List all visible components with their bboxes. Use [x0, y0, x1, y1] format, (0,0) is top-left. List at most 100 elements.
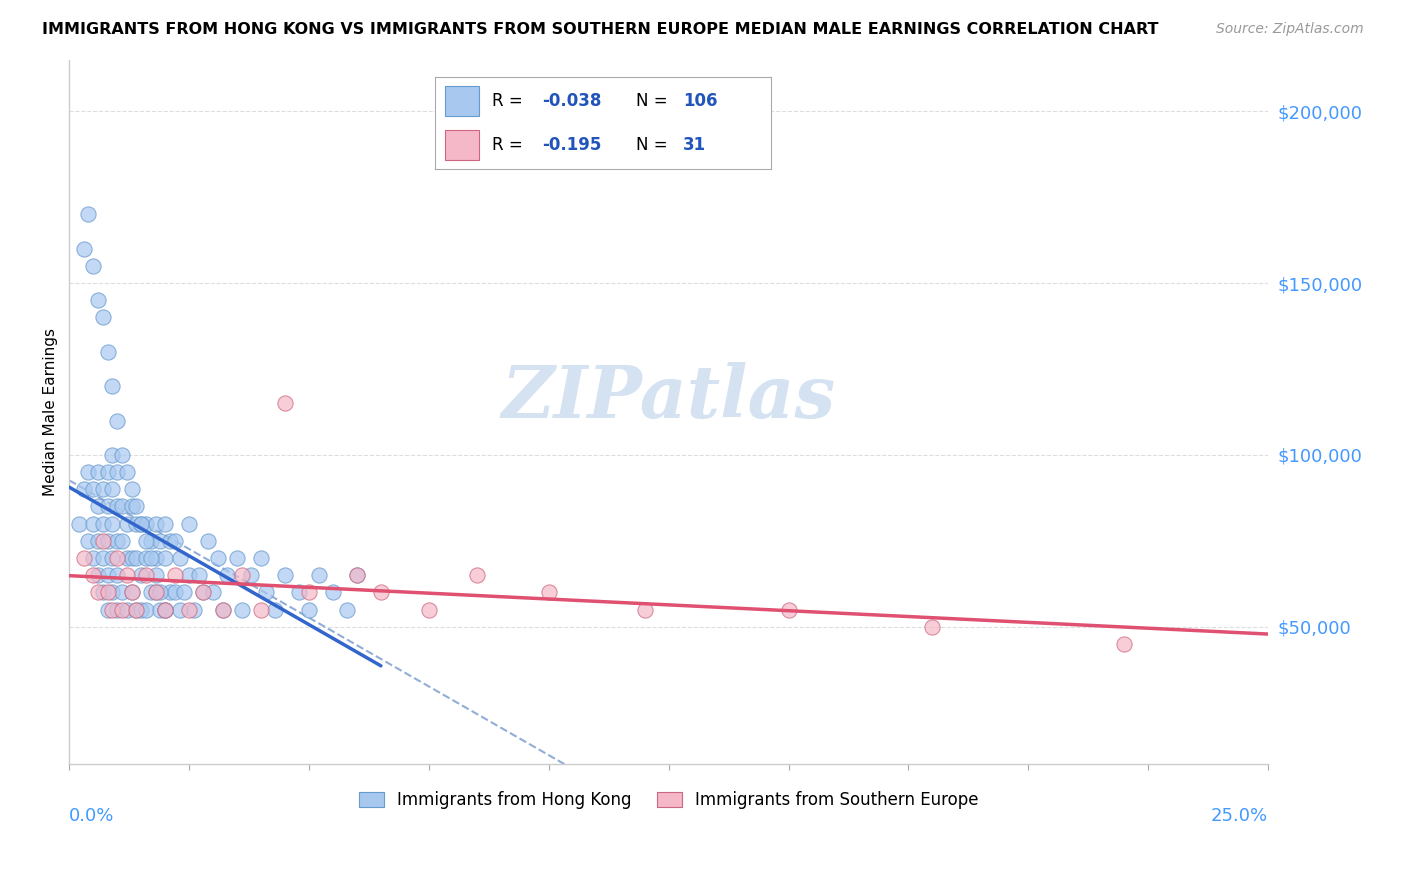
Point [82, 516, 104, 531]
Point [217, 568, 239, 582]
Point [153, 602, 176, 616]
Point [240, 568, 263, 582]
Point [197, 533, 219, 548]
Point [125, 602, 148, 616]
Point [231, 602, 253, 616]
Point [97, 500, 120, 514]
Point [135, 602, 157, 616]
Point [135, 533, 157, 548]
Point [135, 516, 157, 531]
Point [97, 602, 120, 616]
Point [105, 568, 128, 582]
Point [87, 585, 110, 599]
Point [336, 602, 359, 616]
Point [129, 516, 152, 531]
Point [97, 568, 120, 582]
Point [778, 602, 800, 616]
Legend: Immigrants from Hong Kong, Immigrants from Southern Europe: Immigrants from Hong Kong, Immigrants fr… [352, 784, 986, 816]
Point [105, 413, 128, 427]
Point [921, 620, 943, 634]
Y-axis label: Median Male Earnings: Median Male Earnings [44, 328, 58, 496]
Point [115, 602, 138, 616]
Point [105, 500, 128, 514]
Point [97, 465, 120, 479]
Point [87, 533, 110, 548]
Point [346, 568, 368, 582]
Text: 0.0%: 0.0% [69, 806, 115, 824]
Point [159, 585, 181, 599]
Point [169, 602, 191, 616]
Point [145, 585, 167, 599]
Point [231, 568, 253, 582]
Text: Source: ZipAtlas.com: Source: ZipAtlas.com [1216, 22, 1364, 37]
Point [139, 585, 162, 599]
Point [202, 585, 225, 599]
Point [87, 568, 110, 582]
Point [91, 483, 114, 497]
Point [101, 602, 124, 616]
Point [298, 585, 321, 599]
Point [139, 551, 162, 566]
Point [149, 602, 172, 616]
Point [111, 585, 134, 599]
Point [105, 551, 128, 566]
Point [67, 516, 90, 531]
Point [77, 465, 100, 479]
Point [91, 551, 114, 566]
Point [111, 602, 134, 616]
Point [418, 602, 440, 616]
Point [129, 516, 152, 531]
Point [115, 465, 138, 479]
Point [153, 551, 176, 566]
Point [145, 551, 167, 566]
Point [72, 551, 94, 566]
Point [105, 602, 128, 616]
Point [193, 585, 215, 599]
Point [82, 259, 104, 273]
Point [179, 602, 201, 616]
Point [91, 516, 114, 531]
Point [115, 516, 138, 531]
Point [254, 585, 277, 599]
Point [193, 585, 215, 599]
Text: IMMIGRANTS FROM HONG KONG VS IMMIGRANTS FROM SOUTHERN EUROPE MEDIAN MALE EARNING: IMMIGRANTS FROM HONG KONG VS IMMIGRANTS … [42, 22, 1159, 37]
Point [115, 568, 138, 582]
Point [121, 483, 143, 497]
Point [163, 533, 186, 548]
Point [149, 533, 172, 548]
Point [153, 602, 176, 616]
Point [274, 396, 297, 410]
Point [145, 516, 167, 531]
Point [226, 551, 249, 566]
Point [87, 500, 110, 514]
Point [121, 500, 143, 514]
Point [101, 448, 124, 462]
Point [211, 602, 233, 616]
Point [125, 602, 148, 616]
Point [135, 568, 157, 582]
Point [163, 568, 186, 582]
Point [211, 602, 233, 616]
Point [97, 533, 120, 548]
Point [322, 585, 344, 599]
Point [298, 602, 321, 616]
Point [101, 551, 124, 566]
Point [111, 448, 134, 462]
Point [72, 242, 94, 256]
Point [173, 585, 195, 599]
Point [101, 585, 124, 599]
Point [101, 483, 124, 497]
Point [91, 585, 114, 599]
Point [179, 516, 201, 531]
Point [250, 602, 273, 616]
Point [1114, 637, 1136, 651]
Point [77, 207, 100, 221]
Point [97, 344, 120, 359]
Point [465, 568, 488, 582]
Point [129, 602, 152, 616]
Point [125, 551, 148, 566]
Point [187, 568, 209, 582]
Point [87, 465, 110, 479]
Point [105, 533, 128, 548]
Point [121, 585, 143, 599]
